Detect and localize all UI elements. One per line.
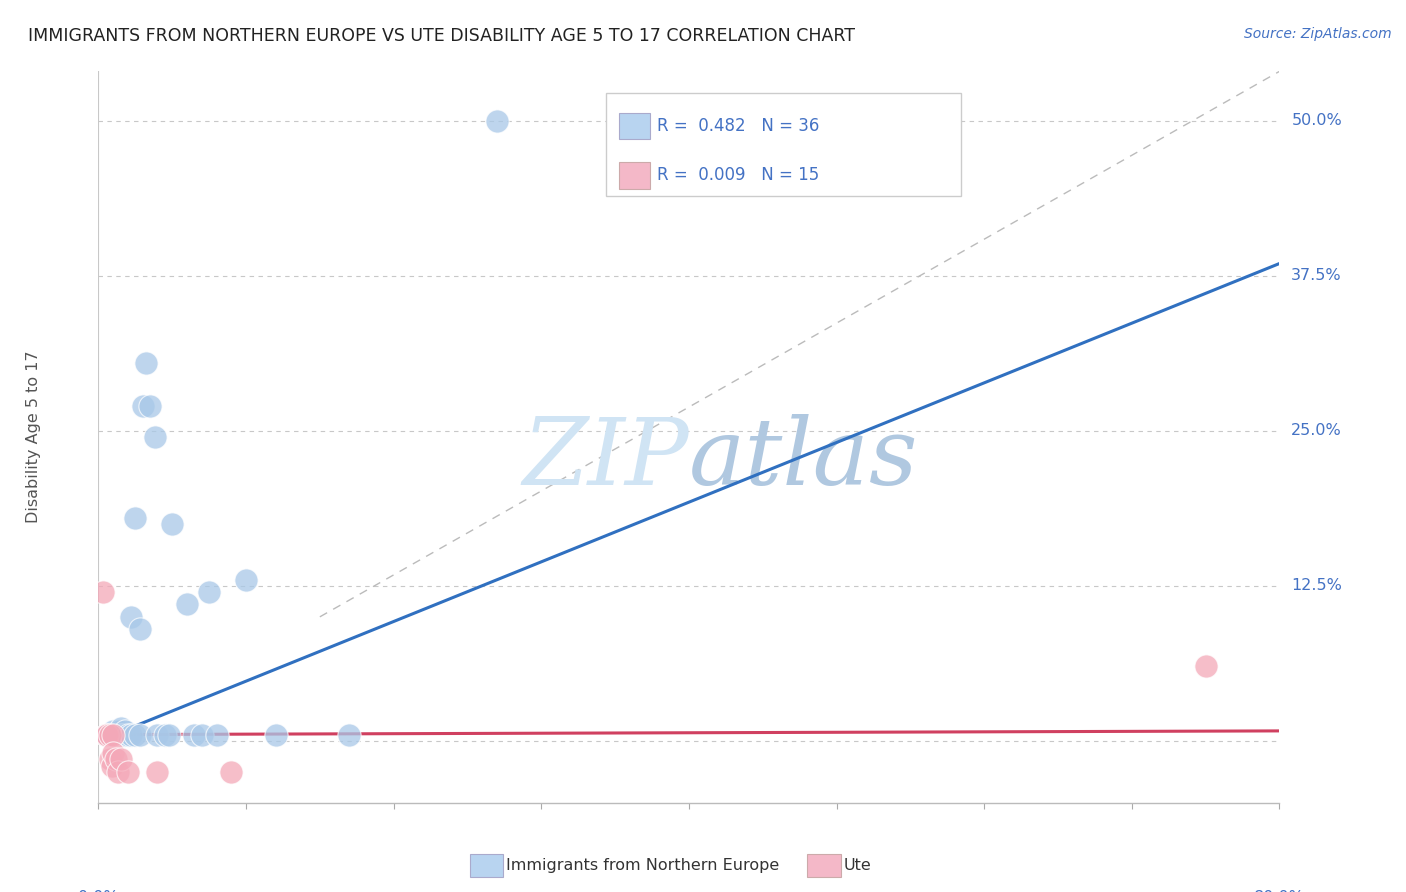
Point: [128, 728, 150, 742]
Point: [91, 585, 114, 599]
Point: [183, 728, 205, 742]
Point: [120, 728, 142, 742]
Point: [153, 728, 176, 742]
Point: [146, 764, 169, 779]
Point: [110, 728, 132, 742]
Point: [94, 728, 117, 742]
Point: [114, 723, 136, 738]
Point: [176, 598, 198, 612]
Text: 25.0%: 25.0%: [1291, 424, 1341, 438]
Text: Disability Age 5 to 17: Disability Age 5 to 17: [25, 351, 41, 524]
Text: atlas: atlas: [689, 414, 918, 504]
Text: 50.0%: 50.0%: [1291, 113, 1341, 128]
Text: 12.5%: 12.5%: [1291, 578, 1343, 593]
Point: [162, 516, 183, 531]
Point: [110, 722, 132, 736]
Text: Immigrants from Northern Europe: Immigrants from Northern Europe: [506, 858, 779, 872]
Point: [103, 723, 125, 738]
Point: [112, 728, 135, 742]
Point: [103, 728, 125, 742]
Point: [337, 728, 360, 742]
Point: [219, 764, 242, 779]
Point: [96, 728, 118, 742]
Point: [98, 728, 121, 742]
Point: [235, 573, 257, 587]
Point: [103, 728, 125, 742]
Point: [157, 728, 180, 742]
Point: [111, 728, 134, 742]
Point: [105, 728, 128, 742]
Point: [146, 728, 169, 742]
Text: 37.5%: 37.5%: [1291, 268, 1341, 284]
Point: [132, 399, 155, 413]
Text: R =  0.482   N = 36: R = 0.482 N = 36: [657, 117, 820, 135]
Point: [100, 758, 122, 772]
Point: [124, 728, 146, 742]
Text: ZIP: ZIP: [522, 414, 689, 504]
Point: [1195, 659, 1218, 673]
Point: [107, 728, 129, 742]
Point: [103, 746, 125, 760]
Point: [198, 585, 221, 599]
Point: [105, 752, 128, 766]
Text: 0.0%: 0.0%: [79, 889, 118, 892]
Point: [486, 114, 509, 128]
Point: [107, 764, 129, 779]
Point: [124, 510, 146, 524]
Point: [110, 752, 132, 766]
Text: 80.0%: 80.0%: [1254, 889, 1305, 892]
Point: [264, 728, 287, 742]
Point: [205, 728, 228, 742]
Point: [108, 723, 131, 738]
Point: [120, 610, 142, 624]
Text: Source: ZipAtlas.com: Source: ZipAtlas.com: [1244, 27, 1392, 41]
Point: [94, 728, 117, 742]
Point: [135, 356, 157, 370]
Point: [143, 430, 166, 444]
Text: IMMIGRANTS FROM NORTHERN EUROPE VS UTE DISABILITY AGE 5 TO 17 CORRELATION CHART: IMMIGRANTS FROM NORTHERN EUROPE VS UTE D…: [28, 27, 855, 45]
Point: [117, 728, 139, 742]
Point: [117, 764, 139, 779]
Point: [98, 752, 121, 766]
Point: [128, 622, 150, 636]
Point: [139, 399, 162, 413]
Text: R =  0.009   N = 15: R = 0.009 N = 15: [657, 166, 820, 185]
Point: [98, 728, 121, 742]
Point: [191, 728, 214, 742]
Text: Ute: Ute: [844, 858, 872, 872]
